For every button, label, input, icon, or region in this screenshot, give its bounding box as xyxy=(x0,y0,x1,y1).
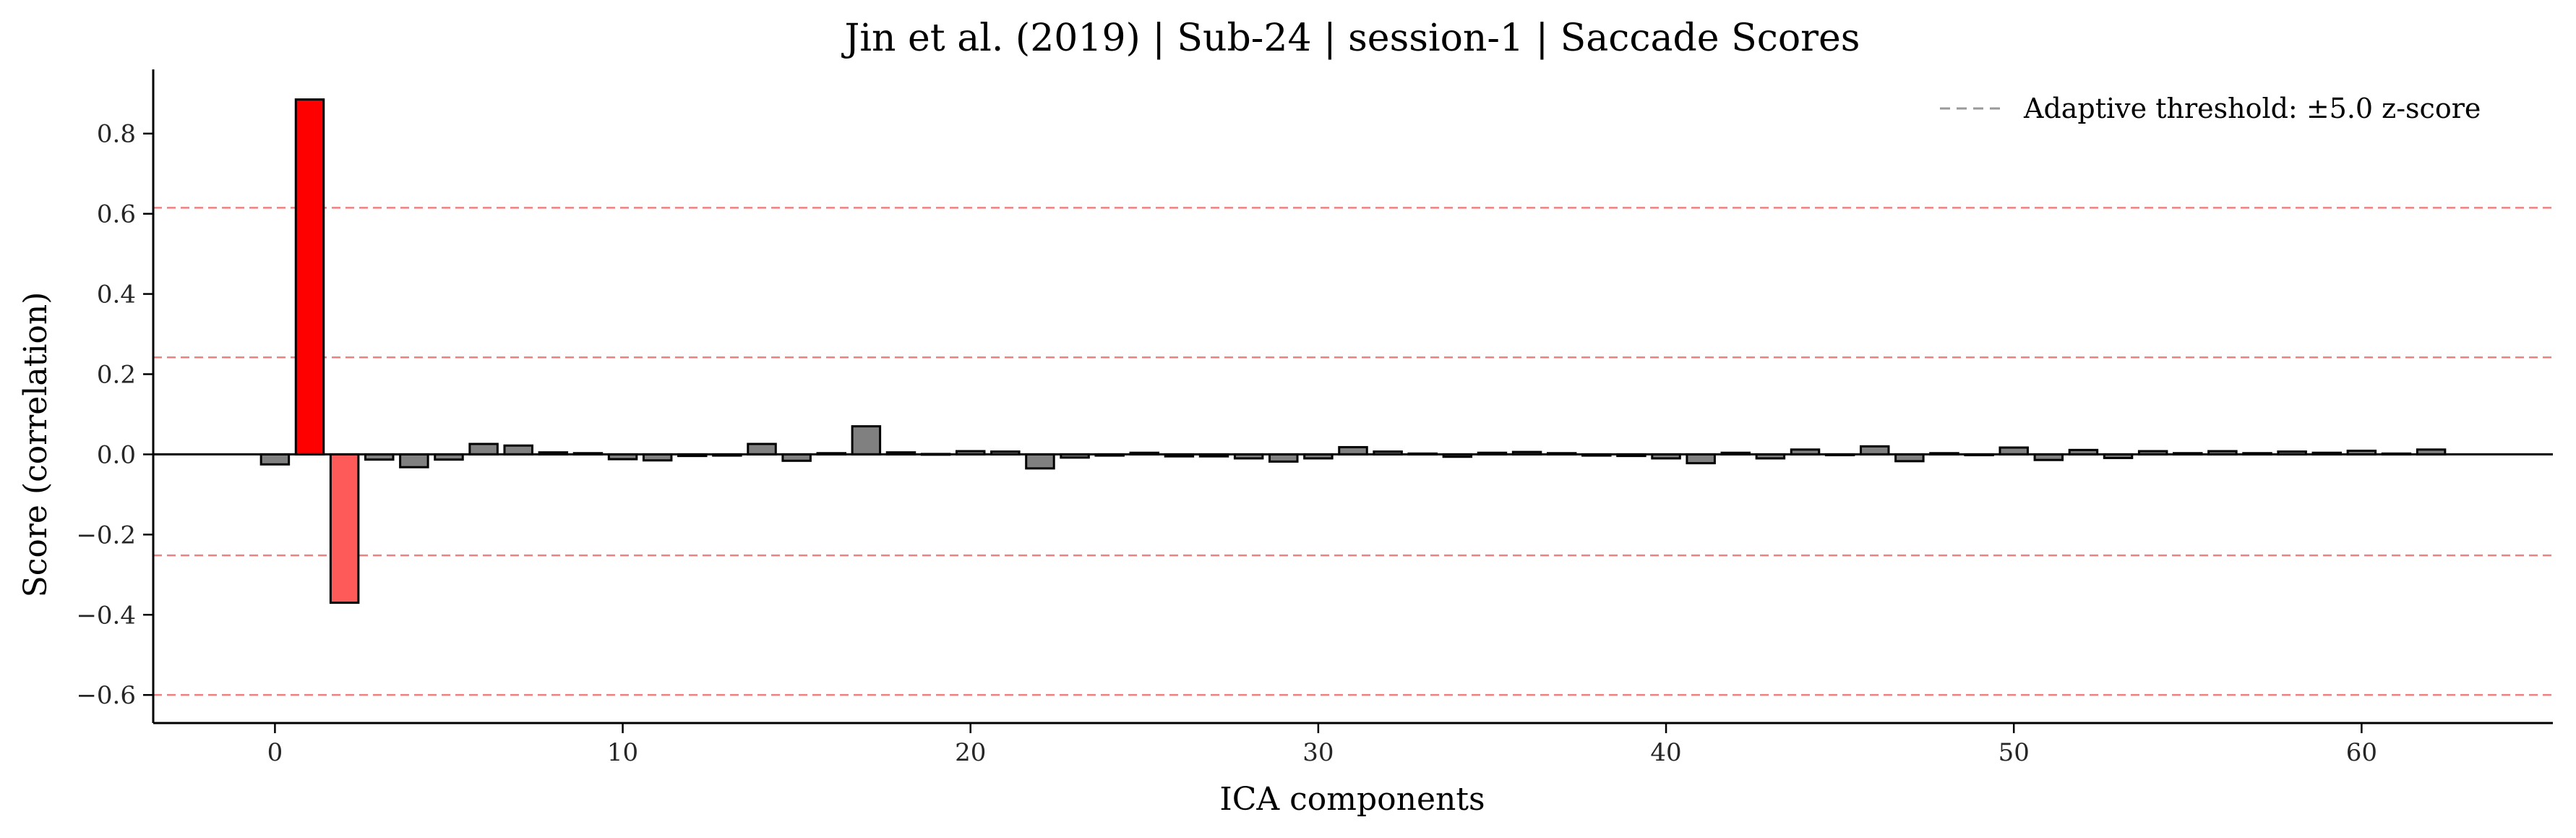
y-tick-label: 0.6 xyxy=(97,200,136,229)
bar-component-1 xyxy=(294,98,325,456)
x-tick-label: 60 xyxy=(2346,738,2377,767)
y-axis-label: Score (correlation) xyxy=(17,292,54,598)
legend-entry-label: Adaptive threshold: ±5.0 z-score xyxy=(2023,93,2481,124)
y-tick-label: 0.8 xyxy=(97,120,136,149)
bar-component-4 xyxy=(399,453,429,469)
bar-component-0 xyxy=(259,453,291,466)
bar-component-7 xyxy=(503,444,533,456)
bars xyxy=(259,98,2447,604)
x-tick-label: 0 xyxy=(267,738,283,767)
x-tick-label: 20 xyxy=(955,738,986,767)
y-tick-label: −0.6 xyxy=(76,681,136,710)
x-tick-label: 10 xyxy=(607,738,638,767)
x-axis-label: ICA components xyxy=(1219,781,1485,818)
bar-component-17 xyxy=(851,425,882,456)
x-tick-label: 30 xyxy=(1302,738,1334,767)
bar-component-22 xyxy=(1025,453,1055,470)
y-tick-label: 0.0 xyxy=(97,440,136,469)
x-tick-label: 40 xyxy=(1650,738,1681,767)
x-tick-label: 50 xyxy=(1998,738,2030,767)
y-tick-label: 0.2 xyxy=(97,360,136,389)
bar-component-2 xyxy=(329,453,360,604)
bar-component-14 xyxy=(747,442,777,456)
legend: Adaptive threshold: ±5.0 z-score xyxy=(1940,93,2481,124)
y-ticks: −0.6 −0.4 −0.2 0.0 0.2 0.4 0.6 0.8 xyxy=(76,120,153,710)
threshold-lines xyxy=(153,207,2553,696)
bar-component-41 xyxy=(1686,453,1716,465)
bar-component-6 xyxy=(468,442,499,456)
y-tick-label: −0.4 xyxy=(76,601,136,630)
y-tick-label: 0.4 xyxy=(97,281,136,309)
axes xyxy=(152,69,2553,724)
y-tick-label: −0.2 xyxy=(76,521,136,550)
x-ticks: 0 10 20 30 40 50 60 xyxy=(267,723,2377,767)
chart-title: Jin et al. (2019) | Sub-24 | session-1 |… xyxy=(841,17,1860,60)
bar-component-46 xyxy=(1859,445,1890,456)
